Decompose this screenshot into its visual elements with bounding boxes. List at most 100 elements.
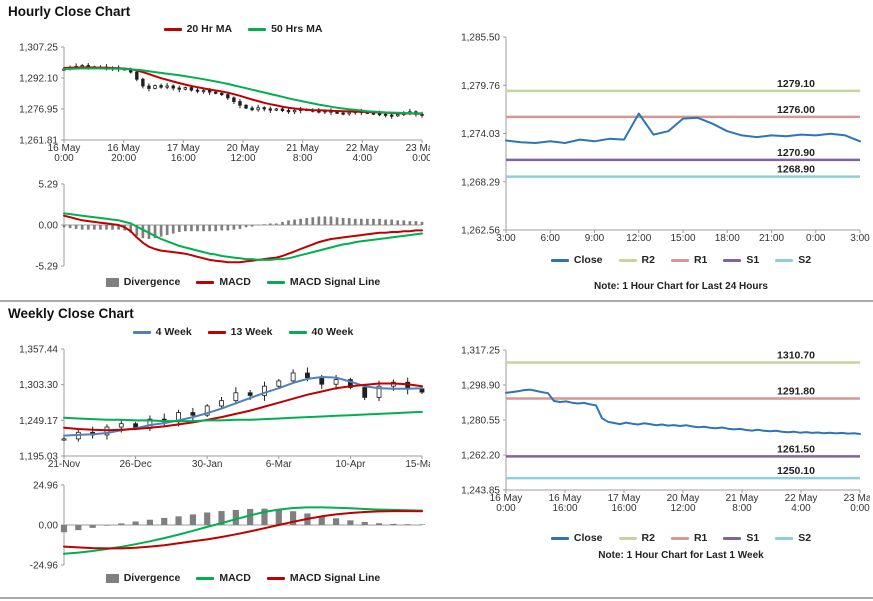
svg-text:1270.90: 1270.90 [777,147,815,159]
legend-label: 4 Week [155,326,192,338]
svg-text:16 May: 16 May [48,143,81,154]
svg-text:16:00: 16:00 [552,503,577,514]
legend-item-close: Close [550,532,603,544]
legend-item-s2: S2 [775,532,811,544]
legend-swatch [723,536,742,540]
weekly-price-legend: 4 Week 13 Week 40 Week [64,326,422,338]
legend-label: S2 [798,254,812,266]
svg-text:23 May: 23 May [406,143,430,154]
svg-text:0:00: 0:00 [412,153,430,164]
svg-text:0:00: 0:00 [806,233,826,244]
svg-text:26-Dec: 26-Dec [119,459,151,470]
legend-label: R2 [641,254,655,266]
legend-item-r1: R1 [670,532,708,544]
legend-swatch [288,330,307,334]
legend-item-s1: S1 [723,532,759,544]
legend-swatch [670,258,689,262]
legend-swatch [266,280,285,284]
svg-text:1,274.03: 1,274.03 [461,129,500,140]
svg-text:3:00: 3:00 [850,233,870,244]
svg-text:16 May: 16 May [107,143,140,154]
legend-label: MACD Signal Line [289,276,381,288]
svg-text:4:00: 4:00 [353,153,373,164]
legend-item-close: Close [550,254,603,266]
svg-text:1291.80: 1291.80 [777,386,815,398]
bottom-divider [0,597,873,599]
svg-text:16:00: 16:00 [611,503,636,514]
svg-text:21 May: 21 May [286,143,319,154]
legend-swatch [207,330,226,334]
legend-item-50-hrs-ma: 50 Hrs MA [248,23,322,35]
svg-text:1279.10: 1279.10 [777,78,815,90]
svg-text:10-Apr: 10-Apr [335,459,366,470]
svg-text:21-Nov: 21-Nov [48,459,80,470]
legend-label: 13 Week [230,326,273,338]
legend-item-40-week: 40 Week [288,326,353,338]
legend-swatch [266,576,285,580]
legend-label: 50 Hrs MA [271,23,323,35]
hourly-pivot-note: Note: 1 Hour Chart for Last 24 Hours [594,281,768,292]
legend-label: R2 [641,532,655,544]
legend-swatch [775,258,794,262]
svg-text:1,307.25: 1,307.25 [19,43,58,54]
svg-text:5.29: 5.29 [39,180,59,191]
svg-text:1,276.95: 1,276.95 [19,105,58,116]
svg-text:8:00: 8:00 [293,153,313,164]
svg-text:1276.00: 1276.00 [777,104,815,116]
legend-swatch [670,536,689,540]
weekly-macd-chart: 24.96 0.00 -24.96 [2,478,430,572]
legend-item-macd: MACD [196,572,251,584]
svg-text:1,292.10: 1,292.10 [19,74,58,85]
weekly-pivot-chart: 1,317.25 1,298.90 1,280.55 1,262.20 1,243.85… [440,344,873,520]
svg-text:12:00: 12:00 [670,503,695,514]
svg-text:1310.70: 1310.70 [777,349,815,361]
svg-text:20 May: 20 May [227,143,260,154]
weekly-price-chart: 1,357.44 1,303.30 1,249.17 1,195.03 21-Nov 26… [2,342,439,478]
legend-label: R1 [693,254,708,266]
svg-text:1,280.55: 1,280.55 [461,416,500,427]
svg-text:1,317.25: 1,317.25 [461,346,500,357]
legend-label: MACD [219,276,251,288]
svg-text:1,262.56: 1,262.56 [461,226,500,237]
weekly_pivot-svg: 1,317.25 1,298.90 1,280.55 1,262.20 1,243.85… [461,346,873,515]
svg-text:4:00: 4:00 [791,503,811,514]
svg-text:16:00: 16:00 [171,153,196,164]
legend-item-4-week: 4 Week [132,326,192,338]
svg-text:0.00: 0.00 [39,521,59,532]
svg-text:1,261.81: 1,261.81 [19,136,58,147]
svg-text:21:00: 21:00 [759,233,784,244]
legend-item-macd-signal-line: MACD Signal Line [266,276,381,288]
svg-text:24.96: 24.96 [33,481,58,492]
svg-text:20 May: 20 May [667,493,700,504]
legend-label: R1 [693,532,708,544]
legend-swatch [132,330,151,334]
legend-swatch [550,258,569,262]
svg-text:16 May: 16 May [549,493,582,504]
svg-text:12:00: 12:00 [626,233,651,244]
legend-item-divergence: Divergence [105,276,180,288]
legend-label: S2 [798,532,812,544]
svg-text:1268.90: 1268.90 [777,164,815,176]
legend-swatch [618,536,637,540]
svg-text:0:00: 0:00 [850,503,870,514]
legend-label: MACD Signal Line [289,572,381,584]
svg-text:15-May: 15-May [405,459,430,470]
legend-label: S1 [746,254,760,266]
hourly-price-legend: 20 Hr MA 50 Hrs MA [64,23,422,35]
svg-text:9:00: 9:00 [585,233,605,244]
svg-text:1,268.29: 1,268.29 [461,177,500,188]
weekly_macd-svg: 24.96 0.00 -24.96 [30,481,426,572]
legend-swatch [775,536,794,540]
hourly-macd-legend: Divergence MACD MACD Signal Line [64,276,422,288]
svg-text:1,195.03: 1,195.03 [19,452,58,463]
legend-item-macd: MACD [196,276,251,288]
legend-swatch [105,573,119,583]
weekly-section-title: Weekly Close Chart [8,306,134,321]
legend-item-divergence: Divergence [105,572,180,584]
svg-text:1261.50: 1261.50 [777,443,815,455]
legend-swatch [248,27,267,31]
svg-text:18:00: 18:00 [715,233,740,244]
legend-label: S1 [746,532,760,544]
